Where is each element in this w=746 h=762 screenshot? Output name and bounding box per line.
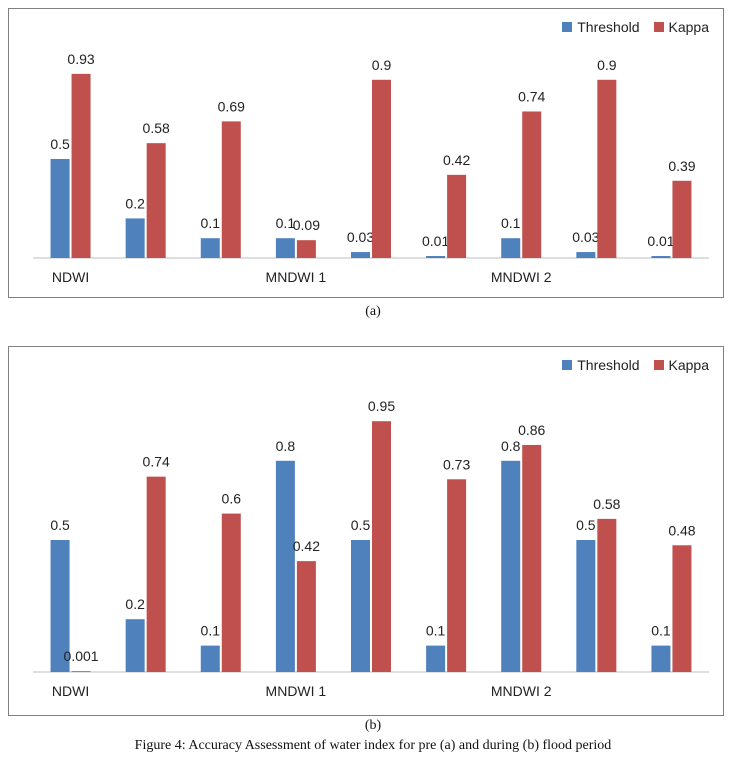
- data-label-threshold: 0.2: [125, 596, 145, 612]
- data-label-kappa: 0.42: [293, 538, 320, 554]
- legend-label-threshold: Threshold: [577, 19, 640, 35]
- legend-label-kappa: Kappa: [668, 357, 709, 373]
- data-label-threshold: 0.8: [501, 438, 521, 454]
- category-label: MNDWI 2: [491, 683, 552, 699]
- bar-threshold: [275, 238, 295, 258]
- category-label: NDWI: [52, 269, 89, 285]
- bar-kappa: [522, 111, 542, 258]
- bar-threshold: [651, 256, 671, 258]
- data-label-kappa: 0.09: [293, 217, 320, 233]
- category-label: MNDWI 2: [491, 269, 552, 285]
- data-label-threshold: 0.03: [347, 229, 374, 245]
- bar-kappa: [71, 671, 91, 672]
- data-label-threshold: 0.2: [125, 195, 145, 211]
- legend-swatch-kappa: [653, 22, 664, 32]
- data-label-kappa: 0.73: [443, 456, 470, 472]
- data-label-kappa: 0.93: [67, 51, 94, 67]
- bar-kappa: [447, 174, 467, 258]
- bar-kappa: [672, 180, 692, 258]
- data-label-threshold: 0.1: [276, 215, 296, 231]
- data-label-threshold: 0.5: [351, 517, 371, 533]
- category-label: MNDWI 1: [266, 683, 327, 699]
- data-label-kappa: 0.39: [668, 158, 695, 174]
- chart-legend: Threshold Kappa: [548, 357, 709, 373]
- data-label-kappa: 0.9: [597, 57, 617, 73]
- bar-kappa: [597, 518, 617, 672]
- data-label-threshold: 0.5: [50, 517, 70, 533]
- bar-threshold: [50, 540, 70, 672]
- data-label-kappa: 0.58: [143, 120, 170, 136]
- bar-chart-a: 0.5 0.2 0.1 0.1 0.03 0.01 0.1 0.03 0.01 0.93 0.58 0…: [33, 51, 709, 285]
- bar-threshold: [351, 540, 370, 672]
- data-label-threshold: 0.1: [201, 623, 221, 639]
- bar-kappa: [146, 476, 166, 672]
- legend-label-kappa: Kappa: [668, 19, 709, 35]
- bar-kappa: [221, 513, 241, 672]
- bar-kappa: [146, 143, 166, 258]
- panel-caption-b: (b): [364, 718, 382, 733]
- data-label-threshold: 0.1: [651, 623, 671, 639]
- bar-kappa: [221, 121, 241, 258]
- bar-threshold: [426, 256, 446, 258]
- legend-item-kappa: Kappa: [653, 357, 709, 373]
- bar-kappa: [372, 79, 391, 258]
- bar-kappa: [447, 479, 467, 672]
- bar-threshold: [576, 252, 596, 258]
- bar-kappa: [296, 240, 316, 258]
- data-label-kappa: 0.48: [668, 522, 695, 538]
- data-label-kappa: 0.6: [222, 491, 242, 507]
- bar-threshold: [125, 619, 145, 672]
- bar-threshold: [501, 238, 521, 258]
- bar-chart-b: 0.5 0.2 0.1 0.8 0.5 0.1 0.8 0.5 0.1 0.001 0.74 0.6 0…: [33, 398, 709, 699]
- data-label-threshold: 0.1: [426, 623, 446, 639]
- bar-threshold: [200, 238, 220, 258]
- chart-panel-a: Threshold Kappa 0.5 0.2 0.1 0.1 0.03 0.01 0.1 0…: [8, 8, 724, 298]
- bar-threshold: [50, 159, 70, 258]
- data-label-kappa: 0.9: [372, 57, 392, 73]
- bar-kappa: [522, 444, 542, 672]
- bar-kappa: [296, 561, 316, 672]
- bar-kappa: [372, 421, 391, 672]
- legend-item-threshold: Threshold: [562, 19, 640, 35]
- bar-threshold: [351, 252, 370, 258]
- bar-kappa: [71, 73, 91, 258]
- data-label-kappa: 0.69: [218, 98, 245, 114]
- data-label-threshold: 0.1: [501, 215, 521, 231]
- data-label-threshold: 0.01: [422, 233, 449, 249]
- category-label: NDWI: [52, 683, 89, 699]
- data-label-threshold: 0.03: [572, 229, 599, 245]
- bar-threshold: [576, 540, 596, 672]
- data-label-kappa: 0.001: [64, 648, 99, 664]
- panel-caption-a: (a): [365, 304, 381, 319]
- bar-kappa: [597, 79, 617, 258]
- legend-label-threshold: Threshold: [577, 357, 640, 373]
- legend-item-kappa: Kappa: [653, 19, 709, 35]
- data-label-kappa: 0.74: [143, 454, 170, 470]
- category-label: MNDWI 1: [266, 269, 327, 285]
- bar-threshold: [125, 218, 145, 258]
- data-label-threshold: 0.8: [276, 438, 296, 454]
- data-label-threshold: 0.01: [647, 233, 674, 249]
- bar-threshold: [501, 460, 521, 672]
- bar-kappa: [672, 545, 692, 672]
- bar-threshold: [200, 645, 220, 672]
- legend-swatch-threshold: [562, 360, 573, 370]
- legend-item-threshold: Threshold: [562, 357, 640, 373]
- bar-threshold: [426, 645, 446, 672]
- data-label-kappa: 0.86: [518, 422, 545, 438]
- chart-legend: Threshold Kappa: [548, 19, 709, 35]
- figure-caption: Figure 4: Accuracy Assessment of water i…: [134, 738, 612, 753]
- data-label-kappa: 0.95: [368, 398, 395, 414]
- data-label-threshold: 0.5: [50, 136, 70, 152]
- data-label-kappa: 0.74: [518, 88, 545, 104]
- chart-panel-b: Threshold Kappa 0.5 0.2 0.1 0.8 0.5 0.1 0.8 0.5…: [8, 346, 724, 716]
- bar-threshold: [275, 460, 295, 672]
- data-label-threshold: 0.1: [201, 215, 221, 231]
- data-label-kappa: 0.58: [593, 496, 620, 512]
- legend-swatch-kappa: [653, 360, 664, 370]
- data-label-threshold: 0.5: [576, 517, 596, 533]
- legend-swatch-threshold: [562, 22, 573, 32]
- bar-threshold: [651, 645, 671, 672]
- data-label-kappa: 0.42: [443, 152, 470, 168]
